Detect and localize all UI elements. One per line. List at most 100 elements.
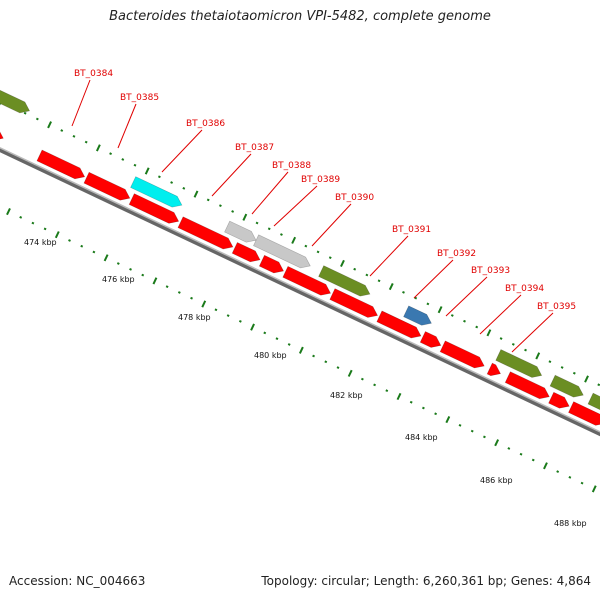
accession-text: Accession: NC_004663 [9,574,146,588]
gene-label-3: BT_0387 [235,143,274,153]
outer-tick-29 [353,267,357,271]
outer-tick-23 [280,233,283,236]
leader-line-1 [117,103,137,149]
inner-tick-28 [298,346,304,354]
inner-tick-50 [568,475,572,479]
gene-arrow-24 [587,392,600,411]
outer-tick-37 [450,314,454,317]
scale-label-1: 476 kbp [102,275,135,284]
inner-tick-38 [421,406,425,410]
outer-tick-36 [437,306,443,314]
outer-tick-45 [548,360,552,364]
inner-tick-36 [396,392,402,401]
leader-line-6 [311,203,352,247]
outer-tick-26 [316,250,320,254]
inner-tick-4 [6,207,11,216]
outer-tick-49 [597,383,600,387]
inner-tick-41 [458,423,462,427]
gene-labels: BT_0384 BT_0385 BT_0386 BT_0387 BT_0388 BT_03… [74,69,576,312]
outer-tick-43 [524,348,527,352]
gene-label-10: BT_0394 [505,284,544,294]
outer-tick-19 [231,210,235,213]
inner-tick-25 [263,331,267,335]
leader-line-11 [511,312,554,353]
outer-tick-12 [144,167,150,175]
gene-arrow-0 [0,131,4,140]
gene-label-1: BT_0385 [120,93,159,103]
inner-tick-7 [43,227,47,231]
scale-label-0: 474 kbp [24,238,57,247]
outer-tick-10 [121,158,125,161]
outer-tick-16 [193,190,199,198]
inner-tick-17 [165,285,169,289]
outer-tick-47 [572,371,576,375]
outer-tick-18 [219,204,222,208]
outer-tick-32 [388,282,394,291]
outer-tick-31 [377,279,381,283]
inner-tick-51 [580,481,584,485]
outer-tick-14 [170,181,174,184]
label-leaders [71,79,554,353]
inner-tick-44 [494,439,500,447]
inner-tick-40 [445,415,451,424]
gene-arrow-10 [419,331,442,348]
outer-tick-25 [304,244,308,248]
outer-tick-17 [206,198,210,202]
inner-tick-11 [92,250,96,254]
outer-tick-42 [511,342,515,346]
gene-label-4: BT_0388 [272,161,311,171]
inner-tick-track [6,207,597,493]
backbone-highlight [0,146,600,433]
inner-tick-15 [141,273,145,277]
genome-summary-text: Topology: circular; Length: 6,260,361 bp… [261,574,591,588]
scale-label-5: 484 kbp [405,433,438,442]
gene-arrow-18 [224,220,257,243]
outer-tick-15 [182,186,186,190]
outer-tick-27 [328,256,332,260]
gene-label-0: BT_0384 [74,69,113,79]
outer-tick-21 [255,221,259,225]
gene-arrow-15 [568,401,600,426]
gene-arrow-21 [403,305,432,326]
inner-tick-9 [68,239,71,242]
inner-tick-30 [324,360,328,364]
gene-track [0,89,600,426]
inner-tick-26 [275,337,279,341]
outer-tick-20 [242,213,248,221]
gene-arrow-20 [318,265,371,297]
inner-tick-34 [373,383,377,387]
leader-line-8 [413,259,454,299]
outer-tick-38 [463,319,466,323]
inner-tick-32 [347,369,353,377]
gene-arrow-9 [376,310,422,339]
gene-arrow-2 [83,171,131,201]
inner-tick-13 [116,262,120,265]
outer-tick-11 [133,163,137,167]
inner-tick-22 [226,314,230,317]
inner-tick-42 [470,429,474,433]
gene-label-7: BT_0391 [392,225,431,235]
gene-arrow-14 [548,391,570,409]
gene-label-9: BT_0393 [471,266,510,276]
gene-label-5: BT_0389 [301,175,340,185]
gene-arrow-23 [549,374,584,398]
scale-label-3: 480 kbp [254,351,287,360]
leader-line-7 [369,235,409,277]
scale-labels: 474 kbp 476 kbp 478 kbp 480 kbp 482 kbp 484 k… [24,238,587,528]
outer-tick-46 [560,366,564,369]
gene-label-6: BT_0390 [335,193,374,203]
genome-backbone [0,146,600,437]
outer-tick-5 [60,129,64,132]
outer-tick-48 [584,375,589,383]
gene-arrow-4 [177,216,234,250]
leader-line-9 [445,276,488,317]
scale-label-2: 478 kbp [178,313,211,322]
outer-tick-8 [95,144,101,152]
outer-tick-39 [475,325,479,329]
inner-tick-14 [129,267,132,271]
outer-tick-6 [72,134,76,138]
leader-line-4 [251,171,289,215]
outer-tick-40 [486,329,492,337]
inner-tick-31 [336,366,340,369]
outer-tick-35 [426,302,430,306]
